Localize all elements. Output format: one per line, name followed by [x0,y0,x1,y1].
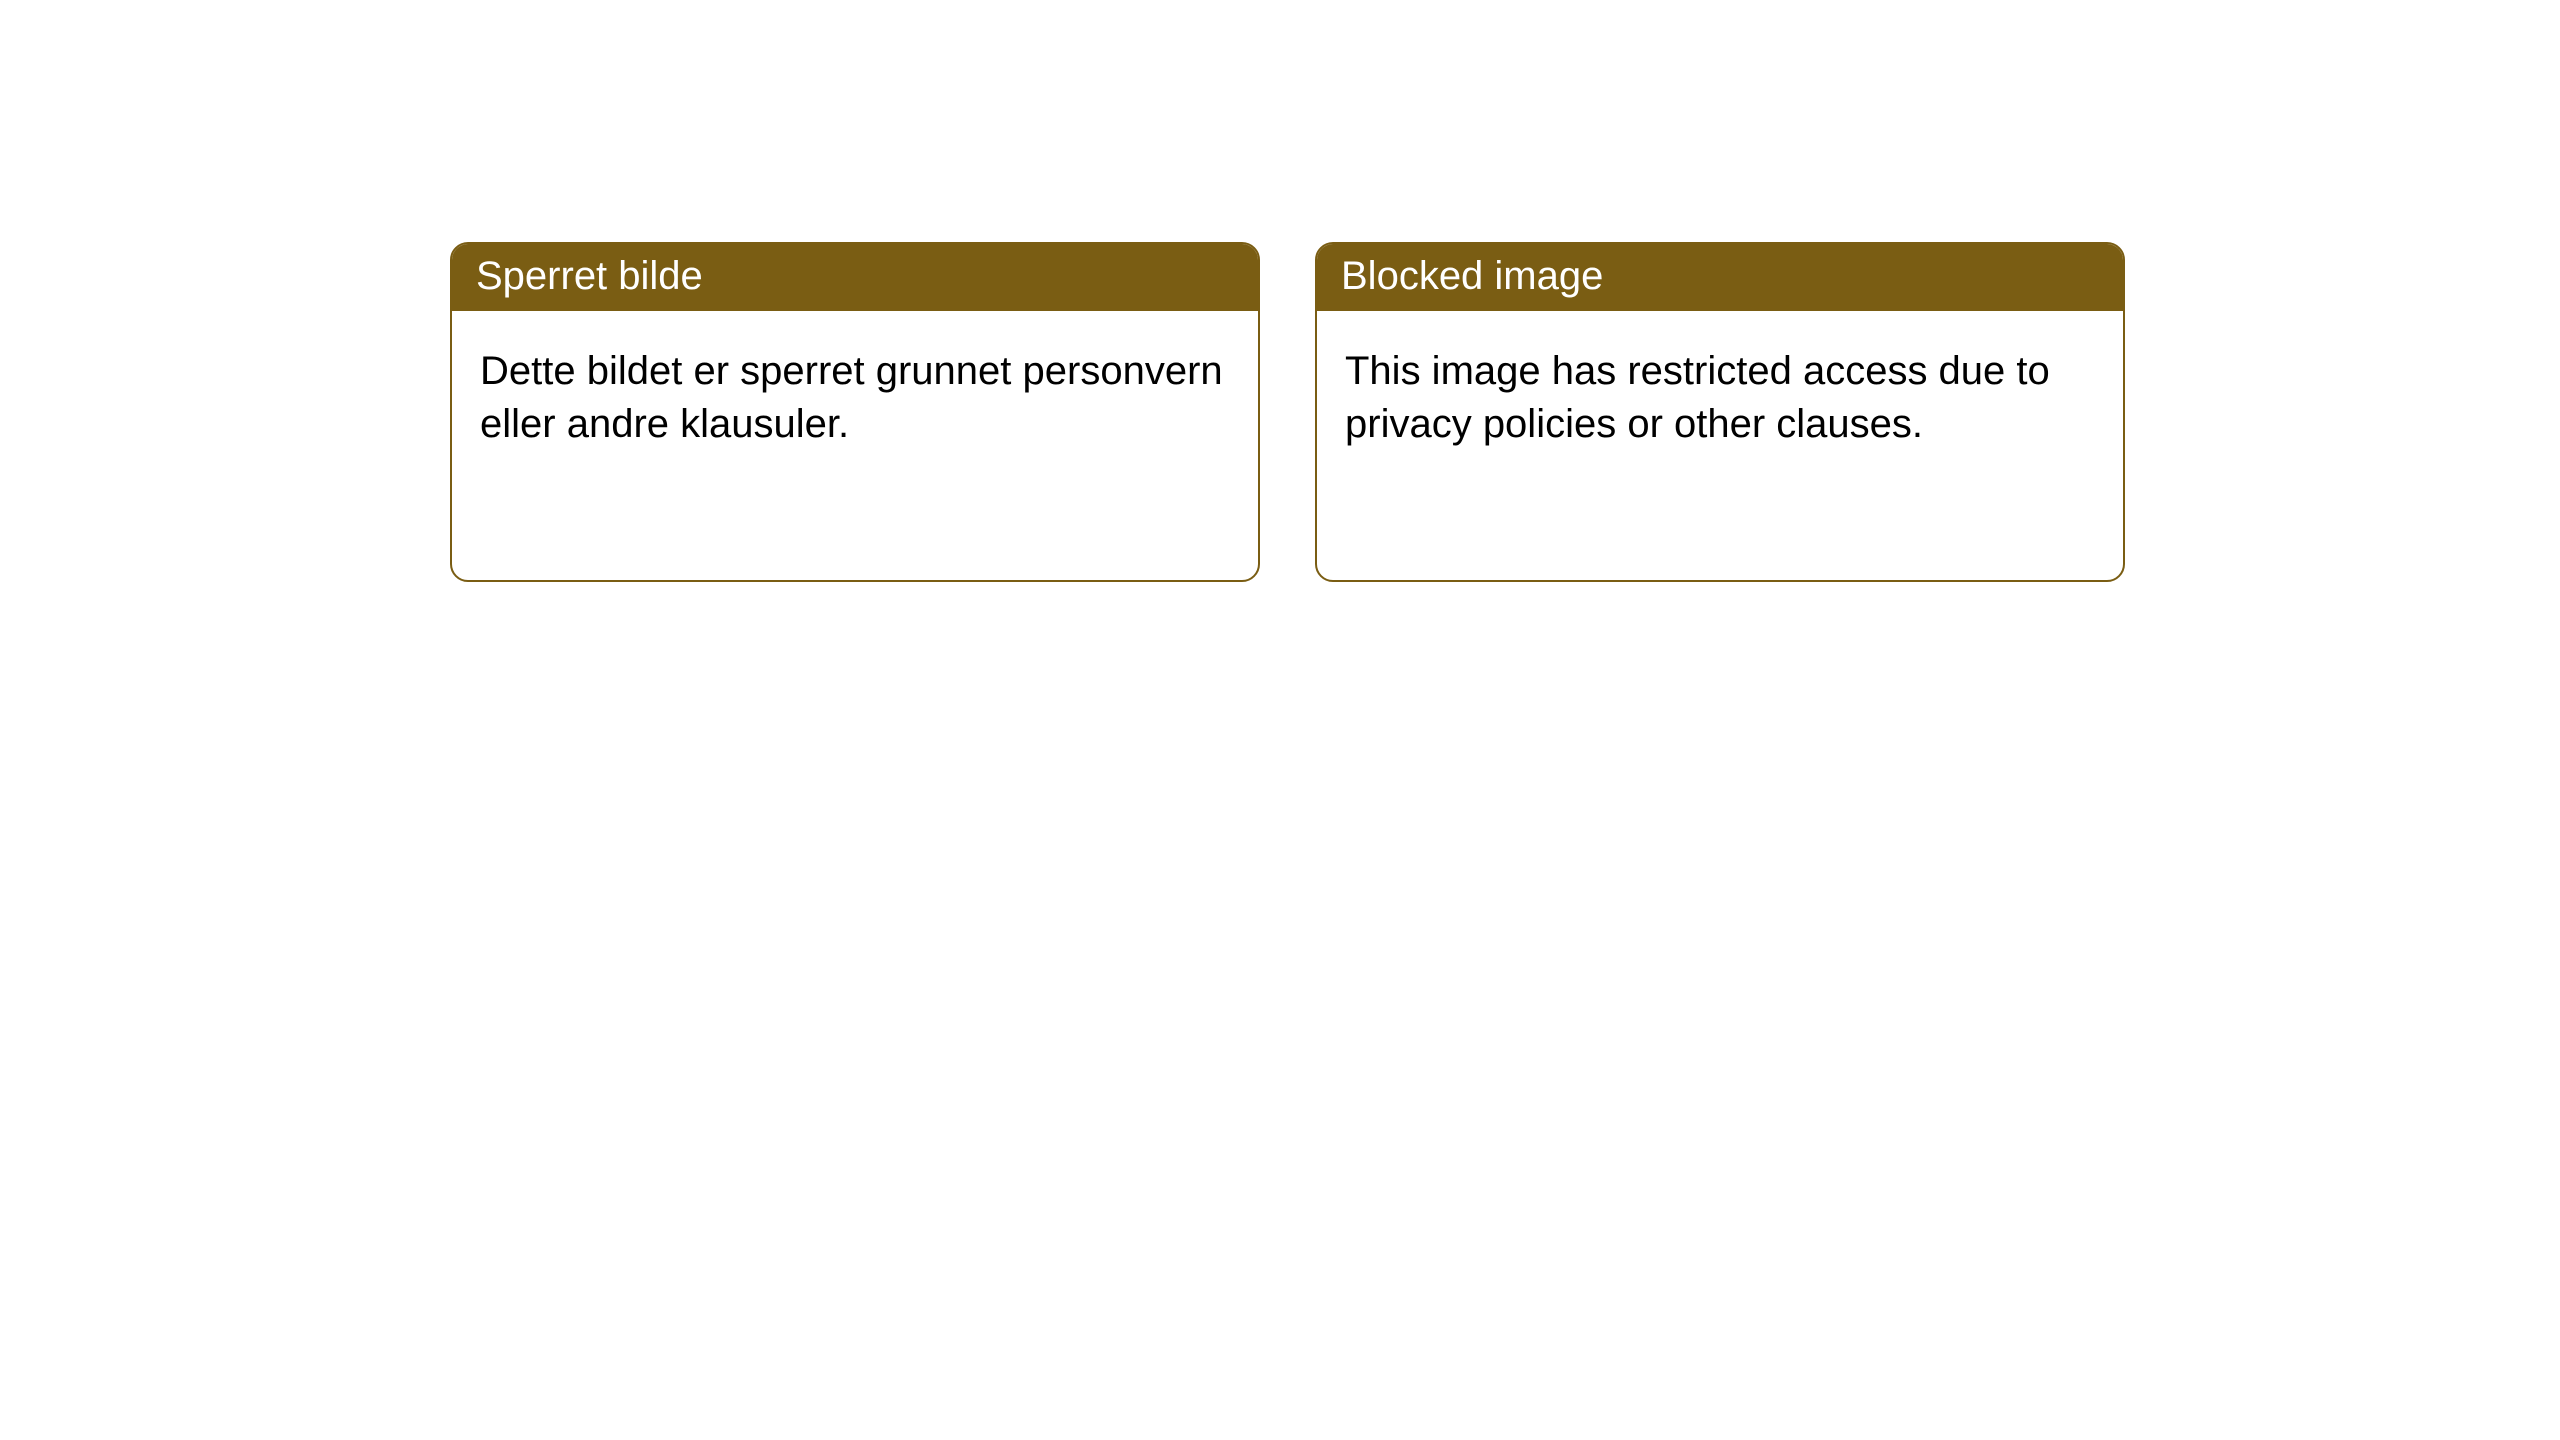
notice-title: Blocked image [1341,254,1603,298]
notice-body: This image has restricted access due to … [1317,311,2123,485]
notice-body-text: This image has restricted access due to … [1345,349,2050,446]
notices-container: Sperret bilde Dette bildet er sperret gr… [0,0,2560,582]
notice-card-english: Blocked image This image has restricted … [1315,242,2125,582]
notice-body: Dette bildet er sperret grunnet personve… [452,311,1258,485]
notice-card-norwegian: Sperret bilde Dette bildet er sperret gr… [450,242,1260,582]
notice-header: Sperret bilde [452,244,1258,311]
notice-title: Sperret bilde [476,254,703,298]
notice-body-text: Dette bildet er sperret grunnet personve… [480,349,1223,446]
notice-header: Blocked image [1317,244,2123,311]
